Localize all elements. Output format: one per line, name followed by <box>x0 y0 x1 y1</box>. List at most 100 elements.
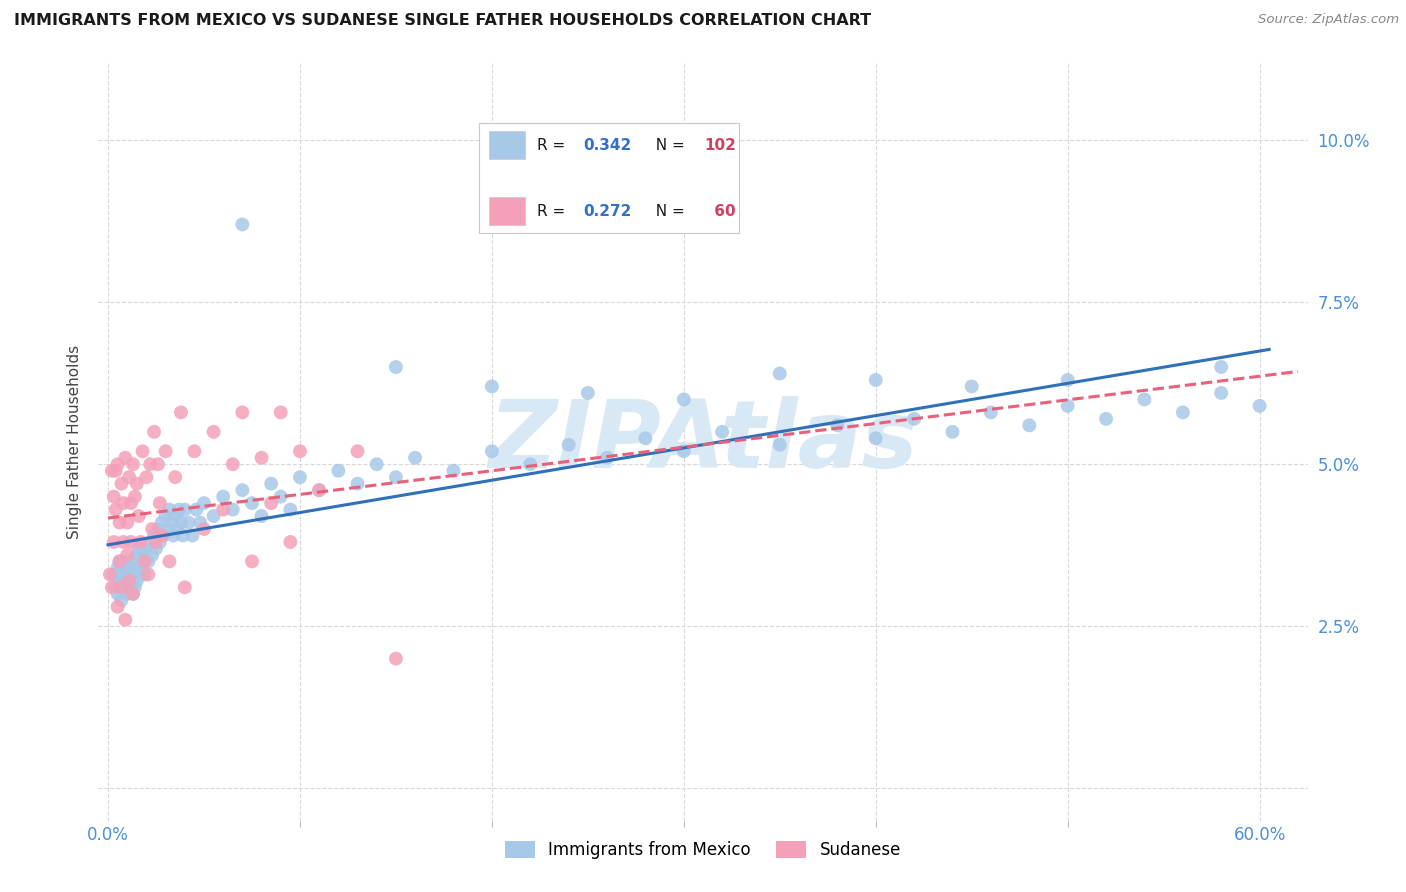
Point <box>865 373 887 387</box>
Point <box>1018 418 1040 433</box>
Point <box>120 554 142 568</box>
Point <box>150 528 173 542</box>
Point <box>222 502 245 516</box>
Point <box>980 405 1002 419</box>
Point <box>280 535 302 549</box>
Point <box>122 457 145 471</box>
Point <box>231 218 253 232</box>
Point <box>124 490 146 504</box>
Point <box>104 502 127 516</box>
Point <box>114 450 136 465</box>
Point <box>186 502 208 516</box>
Point <box>346 444 368 458</box>
Point <box>125 548 148 562</box>
Point <box>166 522 188 536</box>
Point <box>110 476 132 491</box>
Point <box>193 522 215 536</box>
FancyBboxPatch shape <box>489 130 526 160</box>
Point <box>118 561 141 575</box>
Point <box>112 561 135 575</box>
Point <box>596 450 619 465</box>
Point <box>108 554 131 568</box>
Point <box>108 574 131 588</box>
Point <box>150 516 173 530</box>
Point <box>139 535 162 549</box>
Point <box>1095 412 1118 426</box>
Point <box>385 470 408 484</box>
Point <box>366 457 388 471</box>
Point <box>827 418 849 433</box>
Point <box>183 444 205 458</box>
Legend: Immigrants from Mexico, Sudanese: Immigrants from Mexico, Sudanese <box>499 834 907 865</box>
Point <box>346 476 368 491</box>
Point <box>481 379 503 393</box>
Point <box>149 496 172 510</box>
Text: N =: N = <box>647 203 690 219</box>
Point <box>107 587 129 601</box>
Text: N =: N = <box>647 137 690 153</box>
Point <box>125 574 148 588</box>
Text: 60: 60 <box>709 203 735 219</box>
Point <box>1211 359 1233 374</box>
Point <box>136 554 159 568</box>
Point <box>672 392 695 407</box>
Point <box>188 516 211 530</box>
Point <box>114 574 136 588</box>
Point <box>122 587 145 601</box>
Point <box>107 599 129 614</box>
Point <box>173 580 195 594</box>
Point <box>101 464 124 478</box>
Point <box>131 548 153 562</box>
Point <box>240 496 263 510</box>
Point <box>1056 373 1078 387</box>
Point <box>103 567 125 582</box>
Point <box>120 496 142 510</box>
Point <box>193 496 215 510</box>
Point <box>143 528 166 542</box>
Point <box>159 502 181 516</box>
Point <box>240 554 263 568</box>
Point <box>288 470 311 484</box>
Point <box>165 509 187 524</box>
Point <box>557 438 579 452</box>
Point <box>115 567 138 582</box>
Point <box>124 561 146 575</box>
Point <box>308 483 330 497</box>
Text: ZIPAtlas: ZIPAtlas <box>488 395 918 488</box>
Point <box>1056 399 1078 413</box>
FancyBboxPatch shape <box>489 196 526 226</box>
Point <box>769 367 792 381</box>
Point <box>108 516 131 530</box>
Text: Source: ZipAtlas.com: Source: ZipAtlas.com <box>1258 13 1399 27</box>
Point <box>260 496 283 510</box>
Point <box>131 444 153 458</box>
Point <box>146 457 169 471</box>
Point <box>212 502 235 516</box>
Point <box>118 470 141 484</box>
Text: 102: 102 <box>704 137 737 153</box>
Point <box>108 554 131 568</box>
Point <box>231 483 253 497</box>
Point <box>270 405 292 419</box>
Point <box>202 425 225 439</box>
Point <box>134 554 156 568</box>
Point <box>222 457 245 471</box>
Point <box>634 431 657 445</box>
Point <box>162 528 184 542</box>
Point <box>122 587 145 601</box>
Point <box>270 490 292 504</box>
Point <box>122 567 145 582</box>
Point <box>155 444 177 458</box>
Point <box>250 509 273 524</box>
Point <box>576 386 599 401</box>
Point <box>135 470 157 484</box>
Point <box>120 574 142 588</box>
Point <box>672 444 695 458</box>
Point <box>711 425 734 439</box>
Point <box>120 535 142 549</box>
Text: 0.342: 0.342 <box>583 137 631 153</box>
Point <box>865 431 887 445</box>
Point <box>231 405 253 419</box>
Point <box>129 535 152 549</box>
Point <box>170 516 193 530</box>
